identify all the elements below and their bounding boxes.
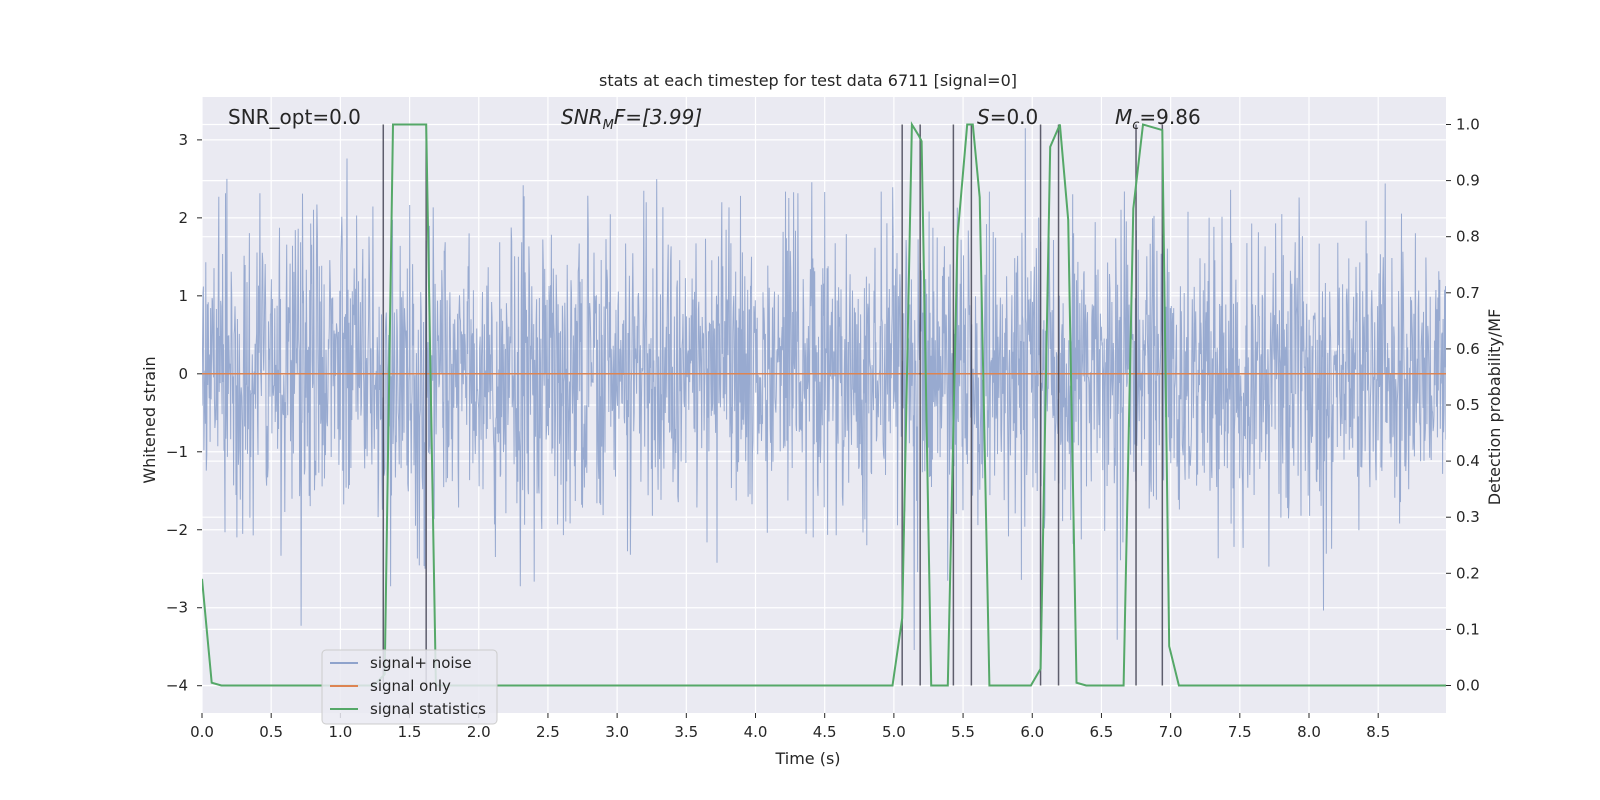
right-axis-ticks: 1.0 0.9 0.8 0.7 0.6 0.5 0.4 0.3 0.2 0.1 0.0: [1446, 115, 1480, 695]
right-tick-label: 1.0: [1456, 115, 1480, 133]
right-tick-label: 0.0: [1456, 677, 1480, 695]
x-tick-label: 4.0: [744, 723, 768, 741]
left-axis-ticks: 3 2 1 0 −1 −2 −3 −4: [166, 131, 202, 695]
annotation-mc-rest: =9.86: [1139, 105, 1200, 129]
legend: signal+ noise signal only signal statist…: [321, 649, 498, 725]
left-tick-label: 1: [178, 287, 188, 305]
noise-line: [202, 128, 1446, 651]
right-tick-label: 0.5: [1456, 396, 1480, 414]
annotation-mc-sub: c: [1132, 118, 1139, 133]
right-tick-label: 0.1: [1456, 620, 1480, 638]
right-tick-label: 0.7: [1456, 284, 1480, 302]
annotation-snr-mf: SNRMF=[3.99]: [561, 105, 702, 133]
x-tick-label: 1.0: [328, 723, 352, 741]
legend-label-stats: signal statistics: [370, 700, 486, 718]
right-tick-label: 0.4: [1456, 452, 1480, 470]
right-axis-label: Detection probability/MF: [1485, 309, 1504, 506]
statistics-line: [202, 121, 1446, 687]
x-axis-label: Time (s): [774, 749, 840, 768]
x-tick-label: 6.5: [1090, 723, 1114, 741]
legend-box: [321, 649, 498, 725]
x-tick-label: 1.5: [398, 723, 422, 741]
annotation-s: S=0.0: [977, 105, 1038, 129]
x-tick-label: 5.5: [951, 723, 975, 741]
left-axis-label: Whitened strain: [140, 356, 159, 483]
x-tick-label: 7.0: [1159, 723, 1183, 741]
x-tick-label: 7.5: [1228, 723, 1252, 741]
annotation-snr-opt: SNR_opt=0.0: [228, 105, 361, 129]
left-tick-label: −1: [166, 443, 188, 461]
right-tick-label: 0.9: [1456, 172, 1480, 190]
left-tick-label: −2: [166, 521, 188, 539]
x-tick-label: 2.0: [467, 723, 491, 741]
annotation-mc: Mc=9.86: [1115, 105, 1201, 133]
right-tick-label: 0.6: [1456, 340, 1480, 358]
right-tick-label: 0.8: [1456, 228, 1480, 246]
x-tick-label: 3.0: [605, 723, 629, 741]
right-tick-label: 0.2: [1456, 564, 1480, 582]
x-tick-label: 2.5: [536, 723, 560, 741]
annotation-snr-mf-sub: M: [603, 118, 614, 133]
x-tick-label: 3.5: [674, 723, 698, 741]
left-tick-label: 2: [178, 209, 188, 227]
annotation-snr-mf-main: SNR: [561, 105, 603, 129]
legend-label-noise: signal+ noise: [370, 654, 472, 672]
right-tick-label: 0.3: [1456, 508, 1480, 526]
annotation-mc-main: M: [1115, 105, 1132, 129]
x-tick-label: 8.5: [1366, 723, 1390, 741]
left-tick-label: −3: [166, 599, 188, 617]
x-tick-label: 0.0: [190, 723, 214, 741]
annotation-snr-mf-rest: F=[3.99]: [614, 105, 702, 129]
left-tick-label: 3: [178, 131, 188, 149]
x-tick-label: 4.5: [813, 723, 837, 741]
series-signal-plus-noise: [202, 128, 1446, 651]
x-axis-ticks: 0.0 0.5 1.0 1.5 2.0 2.5 3.0 3.5 4.0 4.5 5.0 5.5 6.0 6…: [190, 713, 1390, 741]
legend-label-signal: signal only: [370, 677, 451, 695]
annotation-s-var: S: [977, 105, 990, 129]
x-tick-label: 8.0: [1297, 723, 1321, 741]
x-tick-label: 6.0: [1020, 723, 1044, 741]
left-tick-label: 0: [178, 365, 188, 383]
chart-title: stats at each timestep for test data 671…: [599, 71, 1017, 90]
left-tick-label: −4: [166, 677, 188, 695]
series-signal-statistics: [202, 121, 1446, 687]
annotation-s-rest: =0.0: [990, 105, 1039, 129]
x-tick-label: 5.0: [882, 723, 906, 741]
x-tick-label: 0.5: [259, 723, 283, 741]
